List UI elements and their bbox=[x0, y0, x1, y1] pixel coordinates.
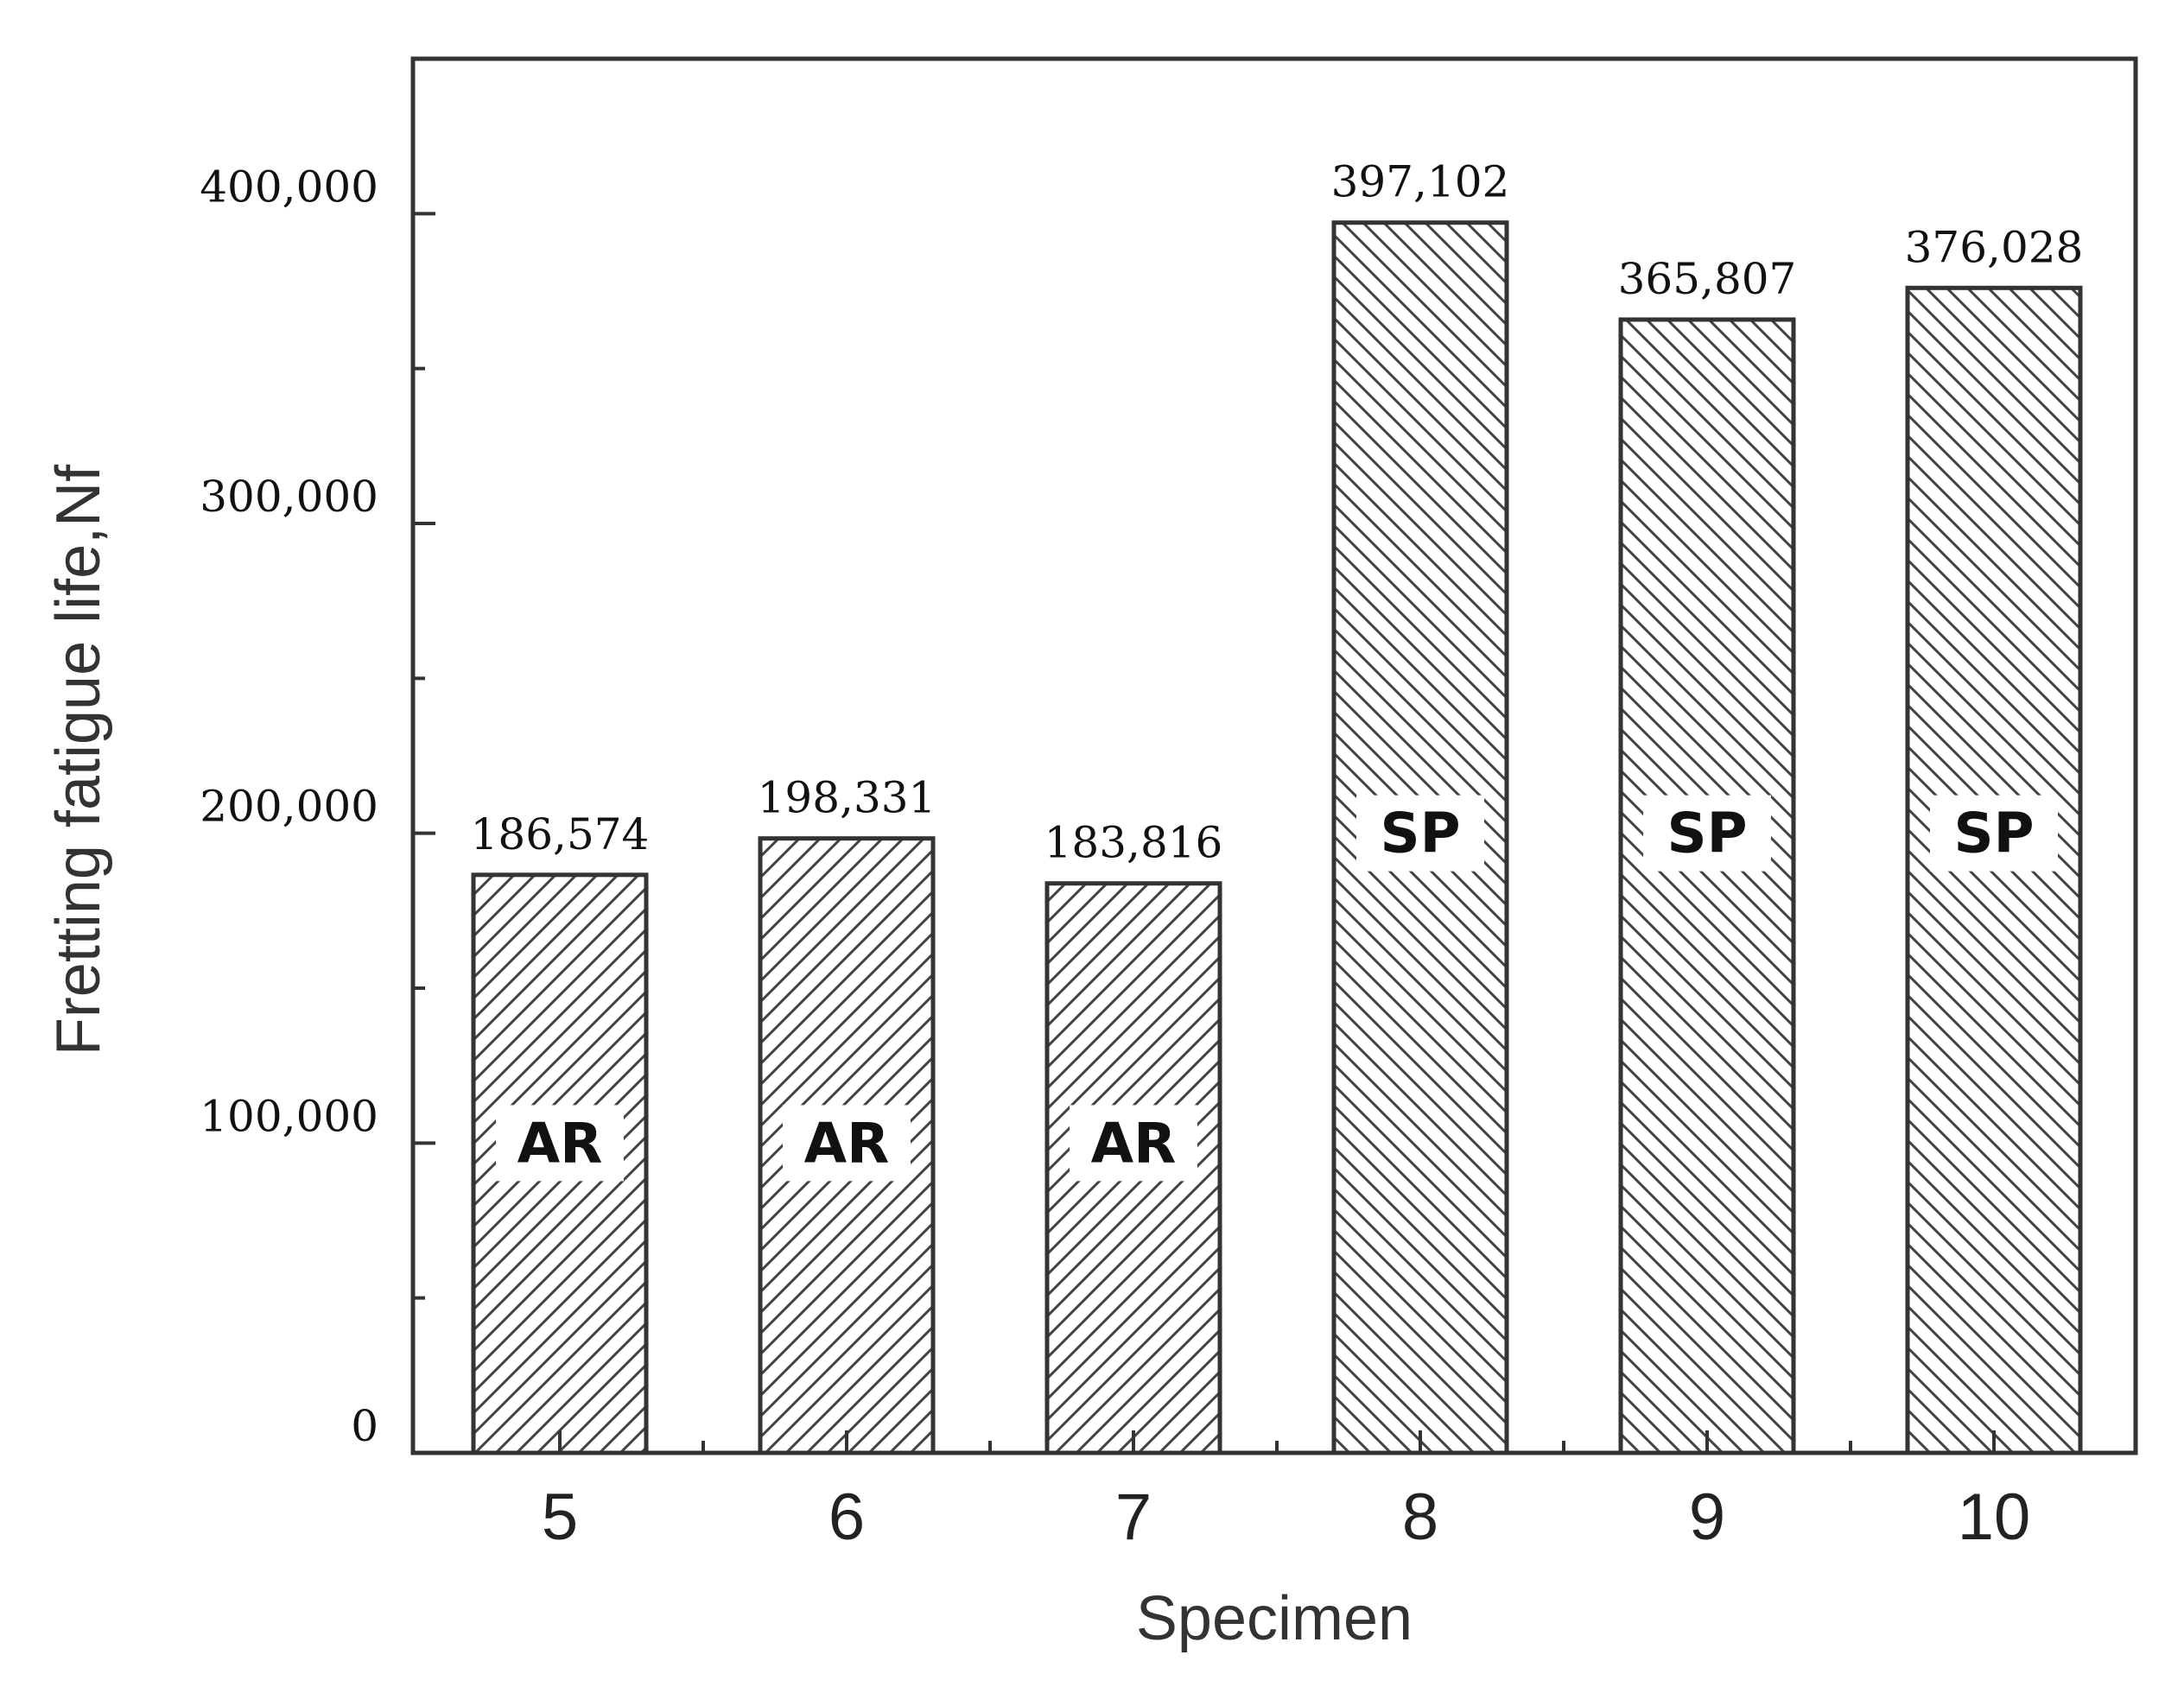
data-label: 186,574 bbox=[471, 809, 650, 859]
y-tick-label: 0 bbox=[351, 1401, 378, 1451]
data-label: 397,102 bbox=[1331, 157, 1510, 207]
x-tick-label: 8 bbox=[1402, 1481, 1438, 1554]
data-label: 365,807 bbox=[1618, 254, 1797, 304]
y-tick-label: 400,000 bbox=[200, 162, 378, 212]
x-tick-label: 10 bbox=[1958, 1481, 2031, 1554]
plot-frame bbox=[410, 56, 2138, 1455]
group-label: AR bbox=[1091, 1112, 1177, 1176]
data-label: 183,816 bbox=[1044, 818, 1223, 868]
group-label-box bbox=[1356, 795, 1484, 872]
group-label: SP bbox=[1954, 802, 2035, 866]
group-label-box bbox=[1070, 1105, 1197, 1182]
y-axis-title: Fretting fatigue life,Nf bbox=[44, 464, 113, 1056]
x-tick-label: 7 bbox=[1115, 1481, 1152, 1554]
x-tick-label: 5 bbox=[542, 1481, 578, 1554]
group-label: AR bbox=[804, 1112, 890, 1176]
x-axis-title: Specimen bbox=[1136, 1584, 1413, 1653]
data-label: 198,331 bbox=[758, 773, 936, 823]
y-tick-label: 300,000 bbox=[200, 472, 378, 522]
group-label-box bbox=[1643, 795, 1771, 872]
group-label: AR bbox=[517, 1112, 603, 1176]
bar bbox=[1618, 317, 1796, 1455]
group-label-box bbox=[496, 1105, 624, 1182]
data-label: 376,028 bbox=[1905, 222, 2084, 272]
y-tick-label: 200,000 bbox=[200, 782, 378, 832]
x-tick-label: 6 bbox=[829, 1481, 865, 1554]
group-label-box bbox=[1930, 795, 2058, 872]
y-tick-label: 100,000 bbox=[200, 1091, 378, 1141]
group-label-box bbox=[783, 1105, 911, 1182]
x-tick-label: 9 bbox=[1689, 1481, 1725, 1554]
group-label: SP bbox=[1667, 802, 1748, 866]
group-label: SP bbox=[1381, 802, 1461, 866]
